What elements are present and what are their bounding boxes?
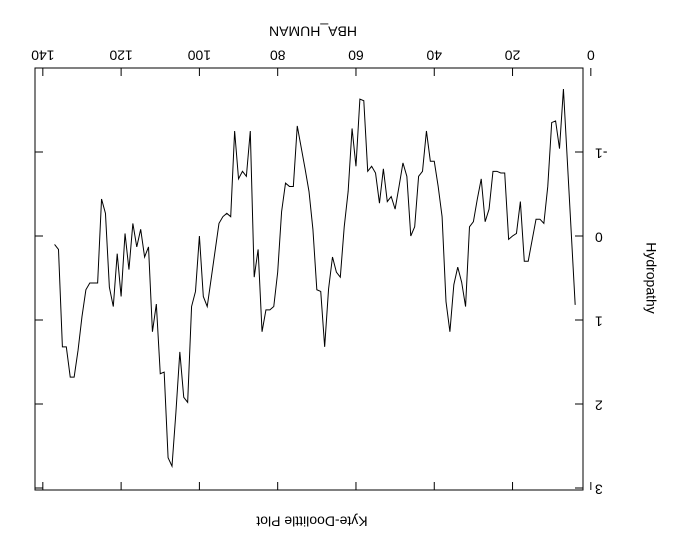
y-tick-label: 1	[595, 313, 603, 329]
y-tick-label: 3	[595, 481, 603, 497]
y-tick-label: 2	[595, 397, 603, 413]
chart-title: Kyte-Doolittle Plot	[256, 513, 367, 529]
x-axis-title: HBA_HUMAN	[269, 23, 357, 39]
plot: Kyte-Doolittle Plot HBA_HUMAN Hydropathy…	[31, 23, 659, 529]
y-axis-title: Hydropathy	[643, 242, 659, 314]
hydropathy-line	[54, 88, 576, 469]
x-tick-label: 0	[587, 47, 595, 63]
x-tick-label: 100	[188, 47, 212, 63]
x-tick-label: 20	[505, 47, 521, 63]
x-tick-label: 140	[31, 47, 55, 63]
y-tick-label: -1	[595, 145, 608, 161]
x-tick-label: 120	[109, 47, 133, 63]
plot-frame	[34, 67, 584, 491]
y-tick-label: 0	[595, 229, 603, 245]
x-tick-label: 80	[270, 47, 286, 63]
x-tick-label: 60	[348, 47, 364, 63]
x-tick-label: 40	[426, 47, 442, 63]
